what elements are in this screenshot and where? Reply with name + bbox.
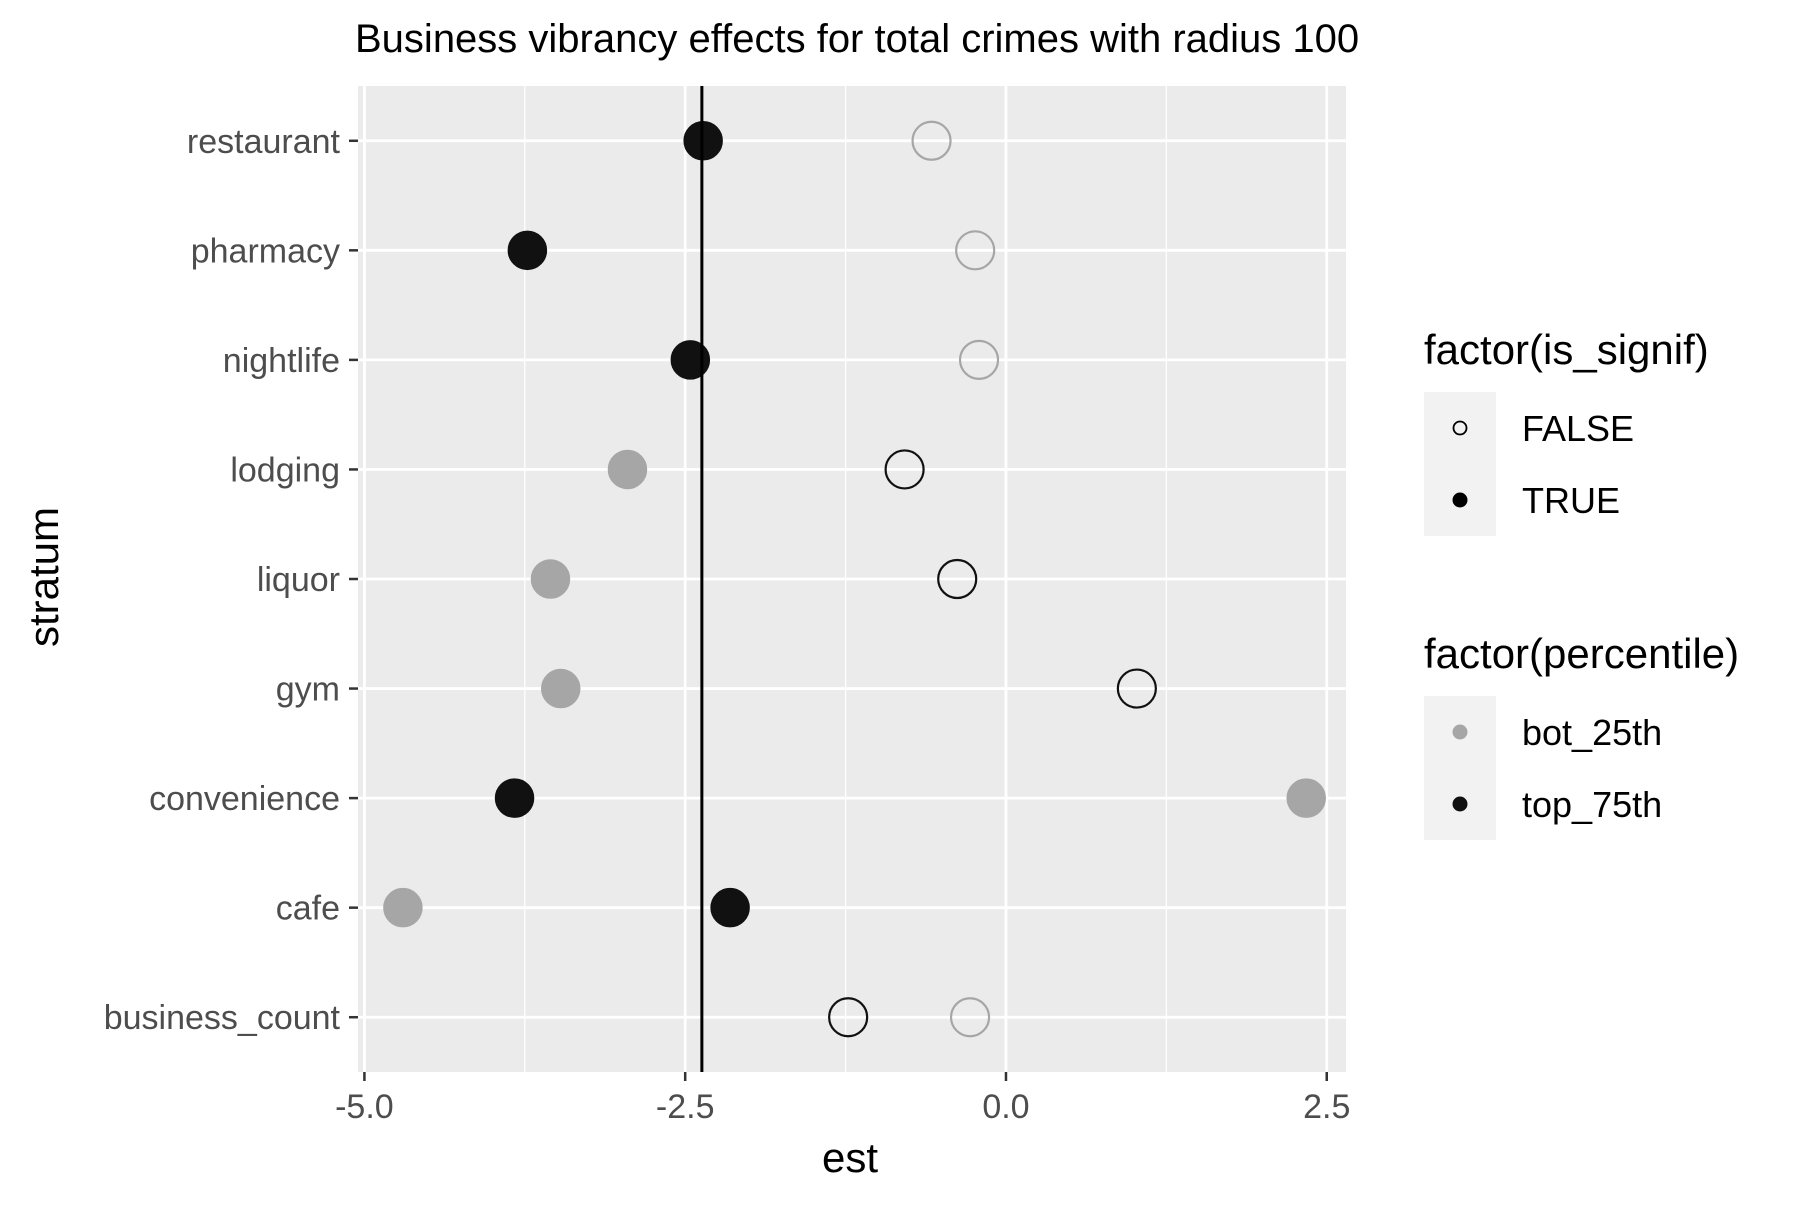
point-bot_25th-nightlife: [958, 339, 1000, 380]
x-tick-label: -5.0: [335, 1088, 394, 1126]
legend-key-bg: [1424, 392, 1496, 464]
point-top_75th-business_count: [828, 997, 869, 1038]
legend-label: bot_25th: [1522, 712, 1662, 753]
y-tick-label: lodging: [230, 451, 340, 489]
legend: factor(is_signif) FALSE TRUE factor(percent…: [1424, 326, 1739, 840]
y-tick-label: gym: [276, 671, 340, 709]
x-tick-label: 2.5: [1303, 1088, 1350, 1126]
y-tick-label: restaurant: [187, 123, 341, 161]
x-axis-title: est: [822, 1134, 878, 1181]
legend-key-symbol: [1452, 796, 1468, 812]
point-bot_25th-restaurant: [911, 120, 952, 161]
legend-title: factor(percentile): [1424, 630, 1739, 677]
grid-layer: [358, 86, 1346, 1072]
point-bot_25th-convenience: [1286, 778, 1326, 818]
chart-title: Business vibrancy effects for total crim…: [355, 17, 1359, 61]
marks-layer: [383, 86, 1326, 1072]
y-tick-label: liquor: [257, 561, 340, 599]
axis-layer: -5.0 -2.5 0.0 2.5 business_count cafe convenie…: [104, 123, 1351, 1126]
y-axis-title: stratum: [20, 507, 67, 647]
point-bot_25th-business_count: [949, 997, 991, 1038]
point-top_75th-cafe: [710, 887, 750, 928]
legend-label: top_75th: [1522, 784, 1662, 825]
legend-label: TRUE: [1522, 480, 1620, 521]
point-bot_25th-gym: [540, 668, 581, 709]
point-top_75th-pharmacy: [507, 230, 548, 271]
point-top_75th-liquor: [937, 558, 978, 600]
y-tick-label: business_count: [104, 999, 341, 1037]
legend-label: FALSE: [1522, 408, 1634, 449]
legend-key-symbol: [1452, 492, 1468, 508]
point-top_75th-nightlife: [670, 340, 711, 380]
point-bot_25th-liquor: [530, 559, 571, 599]
point-top_75th-convenience: [494, 778, 535, 818]
y-tick-label: convenience: [149, 780, 340, 818]
x-tick-label: -2.5: [656, 1088, 715, 1126]
point-top_75th-lodging: [884, 449, 925, 490]
point-top_75th-gym: [1116, 668, 1157, 709]
point-bot_25th-pharmacy: [955, 230, 996, 271]
y-tick-label: cafe: [276, 890, 340, 928]
legend-key-symbol: [1452, 420, 1468, 436]
legend-title: factor(is_signif): [1424, 326, 1709, 373]
legend-key-symbol: [1452, 724, 1468, 740]
y-tick-label: nightlife: [223, 342, 340, 380]
point-bot_25th-cafe: [383, 887, 423, 928]
x-tick-label: 0.0: [982, 1088, 1029, 1126]
y-tick-label: pharmacy: [191, 232, 340, 270]
point-bot_25th-lodging: [607, 449, 648, 490]
